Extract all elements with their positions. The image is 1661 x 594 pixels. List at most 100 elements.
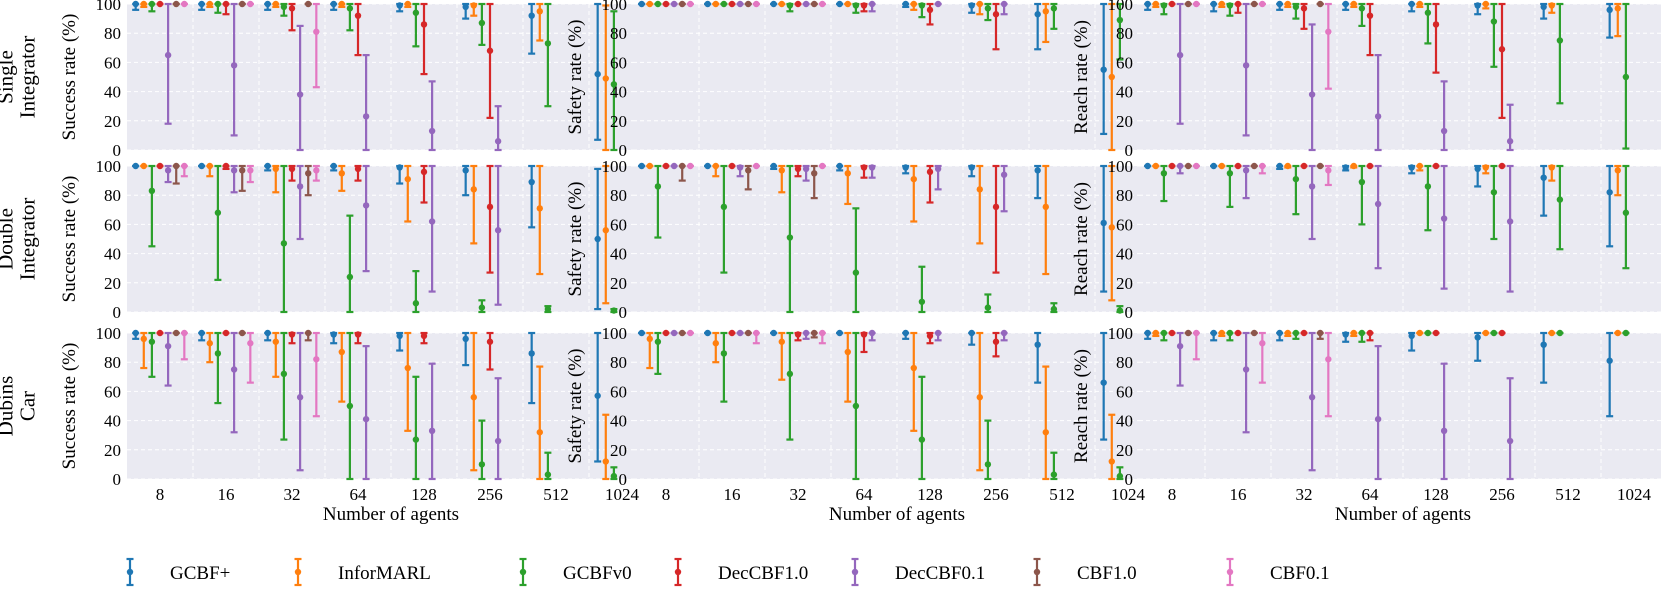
errorbar-GCBFv0-64 [346, 214, 354, 314]
errorbar-mean-point [148, 187, 156, 195]
errorbar-mean-point [868, 329, 876, 337]
errorbar-mean-point [544, 305, 552, 313]
x-tick-label: 1024 [1617, 485, 1652, 504]
errorbar-mean-point [1185, 0, 1192, 8]
errorbar-GCBFv0-8 [1160, 329, 1168, 342]
errorbar-InforMARL-256 [470, 164, 478, 245]
errorbar-GCBF+-1024 [1100, 164, 1108, 293]
errorbar-DecCBF0.1-128 [934, 164, 942, 191]
errorbar-mean-point [1226, 170, 1234, 177]
errorbar-GCBF+-256 [462, 2, 470, 20]
errorbar-DecCBF1.0-16 [222, 0, 230, 16]
errorbar-mean-point [610, 472, 618, 480]
errorbar-mean-point [844, 170, 851, 177]
errorbar-mean-point [305, 329, 312, 337]
errorbar-CBF0.1-32 [312, 164, 320, 182]
errorbar-GCBFv0-16 [1226, 329, 1234, 342]
errorbar-DecCBF0.1-256 [1000, 0, 1008, 16]
errorbar-mean-point [1251, 0, 1258, 8]
legend-entry-InforMARL: InforMARL [294, 557, 431, 587]
errorbar-DecCBF0.1-8 [670, 0, 678, 8]
errorbar-mean-point [280, 240, 288, 247]
errorbar-DecCBF0.1-256 [494, 377, 502, 481]
errorbar-mean-point [222, 329, 230, 337]
errorbar-GCBFv0-512 [1050, 302, 1058, 314]
errorbar-DecCBF0.1-256 [1000, 164, 1008, 213]
y-tick-label: 100 [1108, 324, 1134, 343]
errorbar-mean-point [264, 329, 271, 337]
errorbar-mean-point [462, 167, 469, 174]
errorbar-mean-point [794, 331, 802, 338]
x-tick-label: 16 [1230, 485, 1247, 504]
errorbar-mean-point [918, 298, 926, 305]
x-tick-label: 128 [917, 485, 943, 504]
errorbar-GCBFv0-1024 [1622, 329, 1630, 337]
errorbar-InforMARL-256 [1482, 164, 1490, 175]
errorbar-DecCBF0.1-64 [1374, 164, 1382, 270]
x-tick-label: 256 [983, 485, 1009, 504]
errorbar-InforMARL-256 [1482, 0, 1490, 10]
errorbar-DecCBF1.0-32 [794, 0, 802, 8]
errorbar-CBF1.0-8 [1184, 329, 1192, 337]
errorbar-InforMARL-512 [1548, 164, 1556, 182]
errorbar-mean-point [728, 162, 736, 170]
panel-0-2: 0 20 40 60 80 100 Reach rate (%) [1071, 0, 1661, 160]
errorbar-DecCBF0.1-32 [296, 331, 304, 472]
errorbar-mean-point [1432, 21, 1440, 28]
errorbar-mean-point [280, 3, 288, 11]
errorbar-mean-point [594, 70, 601, 78]
errorbar-mean-point [1034, 341, 1041, 348]
row-label-line-1: Double [0, 208, 18, 270]
legend-entry-DecCBF0.1: DecCBF0.1 [851, 557, 985, 587]
errorbar-DecCBF1.0-256 [992, 164, 1000, 274]
errorbar-GCBF+-512 [528, 164, 536, 229]
errorbar-GCBFv0-128 [918, 265, 926, 314]
errorbar-mean-point [1408, 0, 1415, 8]
y-tick-label: 0 [619, 141, 628, 160]
errorbar-mean-point [486, 338, 494, 345]
errorbar-DecCBF1.0-64 [860, 2, 868, 13]
errorbar-mean-point [679, 162, 686, 170]
y-tick-label: 80 [610, 353, 627, 372]
errorbar-GCBF+-16 [704, 0, 712, 8]
errorbar-GCBFv0-128 [1424, 164, 1432, 232]
errorbar-mean-point [1325, 28, 1332, 35]
errorbar-mean-point [214, 350, 222, 357]
errorbar-mean-point [1408, 332, 1415, 340]
legend-label: InforMARL [338, 563, 431, 584]
errorbar-mean-point [736, 164, 744, 171]
errorbar-GCBF+-1024 [1606, 164, 1614, 248]
errorbar-mean-point [1622, 329, 1630, 337]
x-tick-label: 128 [1423, 485, 1449, 504]
errorbar-mean-point [926, 332, 934, 340]
errorbar-GCBF+-8 [1144, 0, 1152, 11]
errorbar-mean-point [1168, 0, 1176, 8]
errorbar-CBF0.1-32 [818, 0, 826, 8]
errorbar-mean-point [1342, 164, 1349, 171]
errorbar-GCBF+-128 [1408, 164, 1416, 175]
errorbar-GCBF+-64 [330, 331, 338, 345]
errorbar-DecCBF1.0-128 [926, 331, 934, 345]
errorbar-mean-point [1259, 340, 1266, 347]
x-axis-label: Number of agents [829, 504, 965, 525]
errorbar-GCBF+-512 [1034, 164, 1042, 200]
errorbar-mean-point [1548, 164, 1555, 171]
errorbar-CBF0.1-16 [752, 0, 760, 8]
errorbar-mean-point [968, 2, 975, 9]
errorbar-DecCBF1.0-256 [486, 331, 494, 371]
errorbar-mean-point [173, 162, 180, 170]
errorbar-InforMARL-32 [272, 331, 280, 378]
errorbar-GCBF+-32 [264, 162, 272, 172]
errorbar-GCBF+-16 [198, 329, 206, 342]
errorbar-mean-point [778, 0, 785, 8]
errorbar-mean-point [420, 21, 428, 28]
errorbar-mean-point [1440, 427, 1448, 435]
errorbar-GCBFv0-64 [1358, 2, 1366, 27]
errorbar-GCBF+-512 [1540, 331, 1548, 384]
errorbar-mean-point [494, 437, 502, 445]
errorbar-mean-point [1193, 162, 1200, 170]
errorbar-mean-point [1050, 305, 1058, 313]
errorbar-GCBFv0-256 [1490, 164, 1498, 241]
errorbar-DecCBF0.1-8 [164, 164, 172, 184]
errorbar-DecCBF0.1-128 [428, 164, 436, 293]
